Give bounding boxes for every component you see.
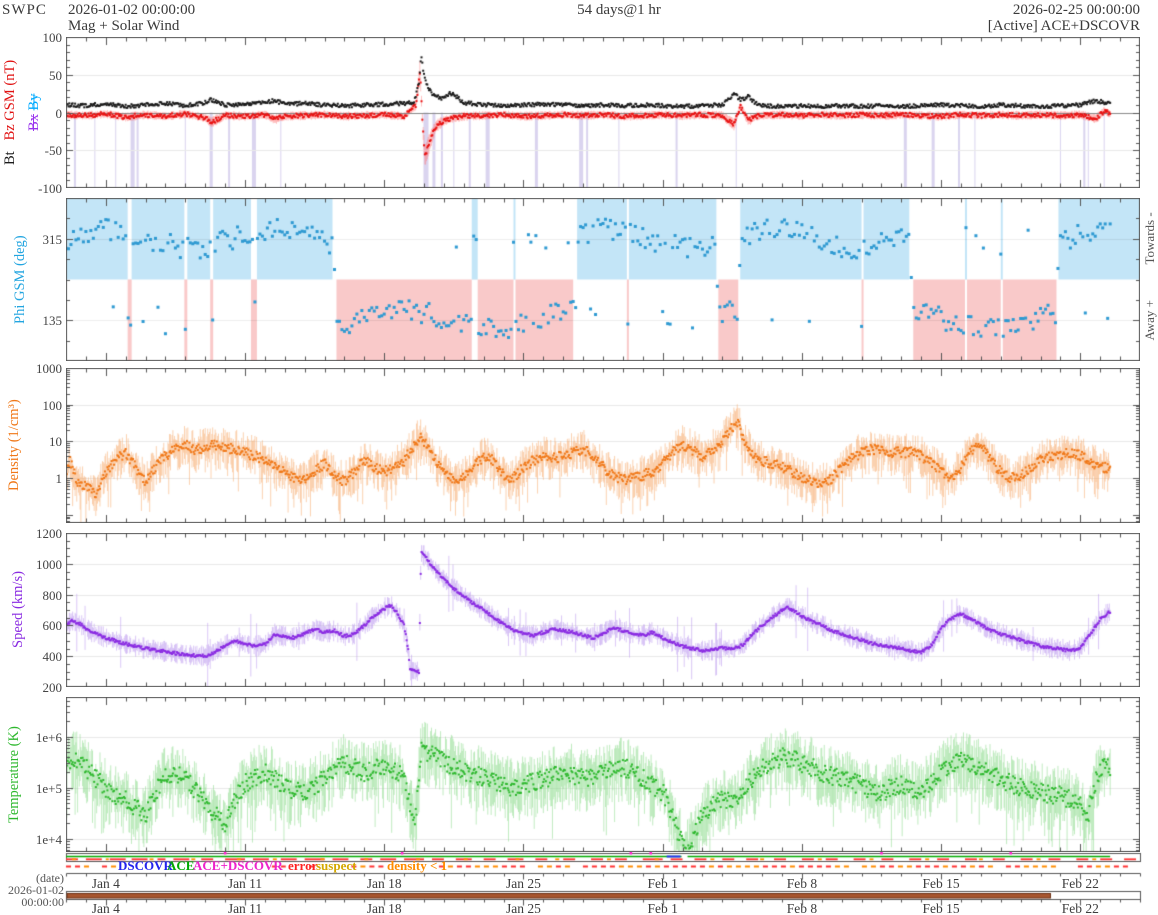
mag-bt-bz-ylabel-seg: By bbox=[26, 93, 42, 111]
legend-ace: ACE bbox=[167, 858, 195, 873]
temperature-ylabel-seg: Temperature (K) bbox=[6, 726, 22, 823]
mag-bt-bz-ytick-label: -100 bbox=[38, 181, 62, 196]
towards-label: Towards - bbox=[1142, 212, 1157, 265]
mag-bt-bz-ytick-label: -50 bbox=[44, 143, 62, 159]
legend-suspect: suspect bbox=[316, 858, 357, 873]
mag-bt-bz-ylabel-seg: Bt bbox=[2, 151, 18, 166]
swpc-logo-text: SWPC bbox=[2, 2, 47, 18]
mag-bt-bz-ylabel: Bx By bbox=[26, 37, 43, 188]
duration-label: 54 days@1 hr bbox=[577, 2, 661, 18]
density-ytick-label: 100 bbox=[42, 397, 63, 413]
date-label-upper: Feb 8 bbox=[786, 876, 818, 891]
quality-strip-canvas bbox=[0, 852, 1158, 872]
mag-bt-bz-ylabel-seg bbox=[26, 111, 42, 115]
temperature-ytick-label: 1e+5 bbox=[35, 780, 62, 796]
phi-gsm-ylabel-seg: Phi GSM (deg) bbox=[12, 235, 28, 324]
date-label-lower: Jan 25 bbox=[506, 901, 541, 915]
mag-bt-bz-panel-canvas bbox=[66, 37, 1140, 188]
away-label: Away + bbox=[1142, 300, 1157, 341]
speed-ytick-label: 1000 bbox=[36, 556, 62, 572]
phi-gsm-ylabel: Phi GSM (deg) bbox=[12, 198, 29, 361]
date-label-upper: Jan 18 bbox=[366, 876, 402, 891]
start-datetime: 2026-01-02 00:00:00 bbox=[68, 2, 196, 18]
legend-dscovr: DSCOVR bbox=[118, 858, 173, 873]
date-label-lower: Feb 22 bbox=[1061, 901, 1099, 915]
date-label-upper: Feb 15 bbox=[922, 876, 960, 891]
mag-bt-bz-ylabel: Bt Bz GSM (nT) bbox=[2, 37, 19, 188]
speed-ytick-label: 1200 bbox=[36, 526, 62, 541]
speed-ytick-label: 400 bbox=[42, 649, 63, 665]
date-label-lower: Jan 11 bbox=[227, 901, 263, 915]
speed-ytick-label: 600 bbox=[42, 618, 63, 634]
date-label-upper: Feb 22 bbox=[1061, 876, 1099, 891]
date-label-lower: Jan 4 bbox=[91, 901, 120, 915]
end-datetime: 2026-02-25 00:00:00 bbox=[1012, 2, 1140, 18]
phi-gsm-ytick-label: 135 bbox=[42, 313, 63, 329]
axis-start-date: 2026-01-02 bbox=[8, 883, 64, 897]
mag-bt-bz-ylabel-seg: Bx bbox=[26, 114, 42, 132]
phi-gsm-ytick-label: 315 bbox=[42, 231, 63, 247]
source-status: [Active] ACE+DSCOVR bbox=[987, 18, 1140, 34]
speed-panel-canvas bbox=[66, 533, 1140, 687]
density-ylabel-seg: Density (1/cm³) bbox=[6, 399, 22, 492]
legend-ace-dscovr: ACE+DSCOVR bbox=[193, 858, 283, 873]
temperature-ylabel: Temperature (K) bbox=[6, 697, 23, 852]
legend-error: error bbox=[288, 858, 318, 873]
date-label-upper: Jan 25 bbox=[506, 876, 541, 891]
speed-ytick-label: 800 bbox=[42, 587, 63, 603]
date-label-lower: Feb 8 bbox=[786, 901, 818, 915]
temperature-ytick-label: 1e+4 bbox=[35, 831, 62, 847]
temperature-panel-canvas bbox=[66, 697, 1140, 852]
date-label-upper: Feb 1 bbox=[647, 876, 678, 891]
density-ytick-label: 1 bbox=[55, 471, 63, 487]
date-axis-caption: (date) bbox=[36, 871, 64, 885]
plot-subtitle: Mag + Solar Wind bbox=[68, 18, 180, 34]
mag-bt-bz-ytick-label: 100 bbox=[42, 30, 63, 45]
mag-bt-bz-ylabel-seg bbox=[2, 141, 18, 152]
axis-start-time: 00:00:00 bbox=[21, 895, 64, 909]
temperature-ytick-label: 1e+6 bbox=[35, 729, 62, 745]
date-label-lower: Feb 15 bbox=[922, 901, 960, 915]
speed-ylabel: Speed (km/s) bbox=[10, 533, 27, 687]
mag-bt-bz-ytick-label: 0 bbox=[55, 105, 63, 121]
date-label-lower: Feb 1 bbox=[647, 901, 678, 915]
date-label-upper: Jan 4 bbox=[91, 876, 120, 891]
density-ytick-label: 10 bbox=[49, 434, 62, 450]
phi-gsm-panel-canvas bbox=[66, 198, 1140, 361]
mag-bt-bz-ylabel-seg: Bz GSM (nT) bbox=[2, 59, 18, 141]
speed-ytick-label: 200 bbox=[42, 680, 63, 695]
density-ylabel: Density (1/cm³) bbox=[6, 368, 23, 523]
density-ytick-label: 1000 bbox=[36, 361, 62, 376]
date-label-lower: Jan 18 bbox=[366, 901, 402, 915]
date-label-upper: Jan 11 bbox=[227, 876, 263, 891]
density-panel-canvas bbox=[66, 368, 1140, 523]
legend-density-1: density < 1 bbox=[387, 858, 448, 873]
mag-bt-bz-ytick-label: 50 bbox=[49, 67, 62, 83]
speed-ylabel-seg: Speed (km/s) bbox=[10, 571, 26, 649]
time-range-selector[interactable] bbox=[0, 872, 1158, 915]
